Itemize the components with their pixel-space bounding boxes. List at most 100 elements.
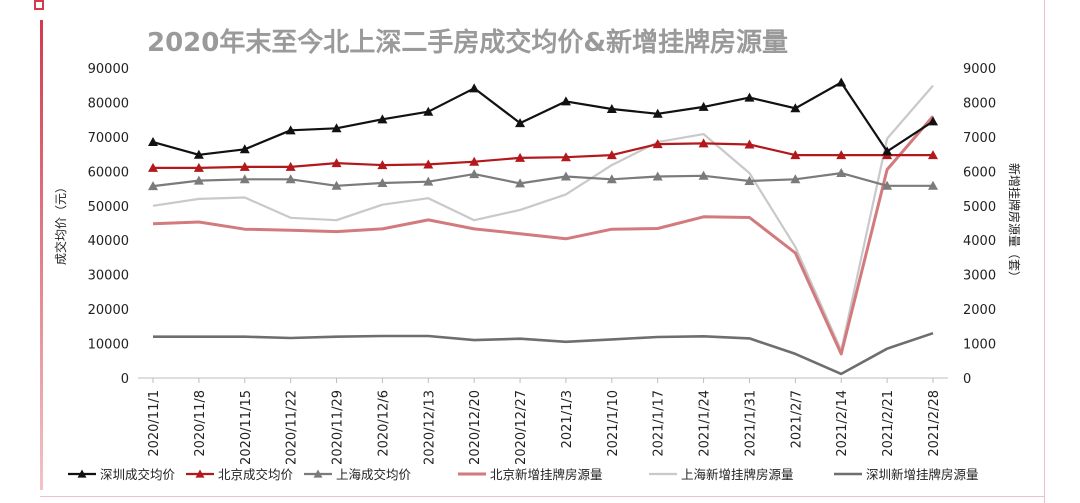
left-tick-label: 80000 <box>88 96 129 111</box>
series-3-point <box>928 180 938 190</box>
series-line-5 <box>152 84 934 352</box>
x-tick-label: 2021/2/14 <box>835 390 850 457</box>
decorative-frame-bottom-border <box>40 496 1045 497</box>
series-1-point <box>928 116 938 126</box>
series-1-point <box>652 108 663 118</box>
chart-title: 2020年末至今北上深二手房成交均价&新增挂牌房源量 <box>147 27 788 58</box>
legend-label-3: 上海成交均价 <box>336 467 412 482</box>
series-1-point <box>469 83 480 93</box>
x-tick-label: 2021/1/31 <box>743 390 758 457</box>
series-2-point <box>239 161 250 171</box>
left-tick-label: 20000 <box>88 303 129 318</box>
series-3-point <box>148 181 158 191</box>
x-tick-label: 2020/12/27 <box>514 390 529 465</box>
series-line-1 <box>152 81 934 156</box>
right-tick-label: 2000 <box>963 303 996 318</box>
series-3-point <box>836 168 847 178</box>
series-line-2 <box>153 142 933 169</box>
series-1-point <box>836 77 847 87</box>
series-1-point <box>148 137 158 147</box>
series-3-point <box>331 180 342 190</box>
series-1-point <box>744 92 755 102</box>
x-tick-label: 2020/11/1 <box>147 390 162 457</box>
right-tick-label: 9000 <box>963 62 996 77</box>
series-1-point <box>377 114 388 124</box>
series-3-point <box>515 178 526 188</box>
series-2-point <box>331 158 342 168</box>
left-axis-title: 成交均价（元） <box>53 181 68 265</box>
x-tick-label: 2021/1/3 <box>560 390 575 448</box>
series-1-point <box>423 106 434 116</box>
x-tick-label: 2021/1/24 <box>698 390 713 457</box>
decorative-frame-rail <box>40 20 43 490</box>
series-2-point <box>193 162 204 172</box>
series-3-point <box>744 175 755 185</box>
series-2-point <box>744 139 755 149</box>
x-tick-label: 2021/1/10 <box>606 390 621 457</box>
x-tick-label: 2020/12/6 <box>376 390 391 457</box>
series-2-point <box>560 152 571 162</box>
x-tick-label: 2020/11/29 <box>331 390 346 465</box>
left-tick-label: 10000 <box>88 338 129 353</box>
right-tick-label: 5000 <box>963 200 996 215</box>
series-2-point <box>515 152 526 162</box>
series-1-point <box>560 96 571 106</box>
x-axis: 2020/11/1 2020/11/8 2020/11/15 2020/11/22 20… <box>138 377 948 465</box>
series-3-point <box>790 174 801 184</box>
series-1-point <box>606 103 617 113</box>
legend: 深圳成交均价 北京成交均价 上海成交均价 北京新增挂牌房源量 上海新增挂牌房源量 深圳新增… <box>68 467 979 482</box>
series-3-point <box>377 178 388 188</box>
series-line-4 <box>152 115 935 356</box>
series-1-point <box>515 118 526 128</box>
series-1-point <box>239 144 250 154</box>
series-3-point <box>469 169 480 179</box>
x-tick-label: 2020/12/20 <box>468 390 483 465</box>
left-tick-label: 40000 <box>88 234 129 249</box>
series-1-point <box>331 123 342 133</box>
x-tick-label: 2021/2/7 <box>789 390 804 448</box>
series-1-point <box>193 149 204 159</box>
left-tick-label: 30000 <box>88 269 129 284</box>
left-tick-label: 70000 <box>88 131 129 146</box>
series-line-6 <box>153 331 934 376</box>
x-tick-label: 2021/1/17 <box>652 390 667 457</box>
series-2-point <box>652 139 663 149</box>
legend-label-6: 深圳新增挂牌房源量 <box>866 467 979 482</box>
series-2-point <box>698 138 709 148</box>
series-3-point <box>239 174 250 184</box>
right-axis-title: 新增挂牌房源量（套） <box>1007 163 1022 283</box>
series-2-point <box>606 150 617 160</box>
legend-label-4: 北京新增挂牌房源量 <box>490 467 603 482</box>
right-tick-label: 0 <box>963 372 971 387</box>
series-3-point <box>652 171 663 181</box>
series-1-point <box>790 103 801 113</box>
series-1-point <box>698 101 709 111</box>
series-2-point <box>148 162 158 172</box>
right-tick-label: 1000 <box>963 338 996 353</box>
left-tick-label: 60000 <box>88 165 129 180</box>
x-tick-label: 2020/11/15 <box>239 390 254 465</box>
series-3-point <box>560 171 571 181</box>
x-tick-label: 2021/2/28 <box>927 390 942 457</box>
x-tick-label: 2021/2/21 <box>881 390 896 457</box>
series-2-point <box>836 150 847 160</box>
right-tick-label: 8000 <box>963 96 996 111</box>
series-2-point <box>790 150 801 160</box>
series-2-point <box>377 160 388 170</box>
right-tick-label: 6000 <box>963 165 996 180</box>
series-1-point <box>882 146 893 156</box>
right-tick-label: 3000 <box>963 269 996 284</box>
series-2-point <box>469 156 480 166</box>
legend-marker-1 <box>77 469 87 478</box>
series-3-point <box>423 176 434 186</box>
decorative-frame-right-border <box>1044 0 1045 503</box>
x-tick-label: 2020/12/13 <box>422 390 437 465</box>
series-3-point <box>193 175 204 185</box>
series-line-3 <box>152 172 933 188</box>
series-1-point <box>285 125 296 135</box>
left-tick-label: 90000 <box>88 62 129 77</box>
series-2-point <box>285 161 296 171</box>
legend-label-1: 深圳成交均价 <box>100 467 176 482</box>
decorative-frame-corner <box>34 0 44 10</box>
